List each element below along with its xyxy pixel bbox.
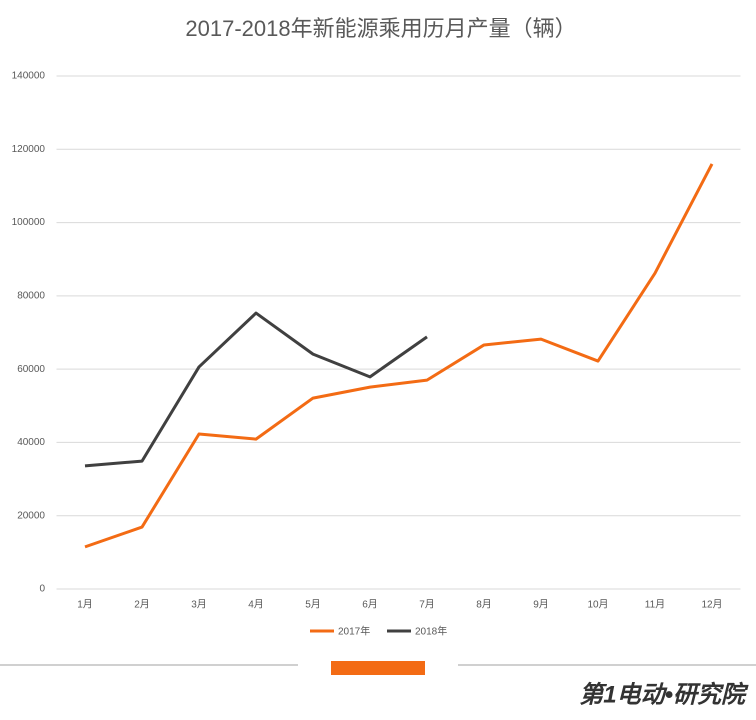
x-tick-label: 4月 [248, 599, 264, 611]
x-tick-label: 2月 [134, 599, 150, 611]
y-tick-label: 140000 [12, 71, 46, 82]
logo: 第1电动•研究院 [579, 681, 749, 708]
y-tick-label: 120000 [12, 144, 46, 155]
x-tick-label: 9月 [533, 599, 549, 611]
y-tick-label: 80000 [17, 290, 45, 301]
footer-bar [331, 661, 425, 675]
legend-label: 2017年 [338, 625, 370, 638]
x-tick-label: 1月 [77, 599, 93, 611]
x-tick-label: 10月 [587, 599, 608, 611]
y-tick-label: 60000 [17, 364, 45, 375]
chart-title: 2017-2018年新能源乘用历月产量（辆） [185, 16, 576, 41]
y-tick-label: 100000 [12, 217, 46, 228]
y-tick-label: 20000 [17, 510, 45, 521]
x-tick-label: 7月 [419, 599, 435, 611]
x-tick-label: 6月 [362, 599, 378, 611]
x-tick-label: 12月 [701, 599, 722, 611]
legend-label: 2018年 [415, 625, 447, 638]
x-tick-label: 3月 [191, 599, 207, 611]
x-tick-label: 8月 [476, 599, 492, 611]
line [84, 311, 428, 468]
y-tick-label: 0 [39, 584, 45, 595]
line [84, 163, 714, 549]
x-tick-label: 5月 [305, 599, 321, 611]
x-tick-label: 11月 [645, 599, 665, 611]
y-tick-label: 40000 [17, 437, 45, 448]
